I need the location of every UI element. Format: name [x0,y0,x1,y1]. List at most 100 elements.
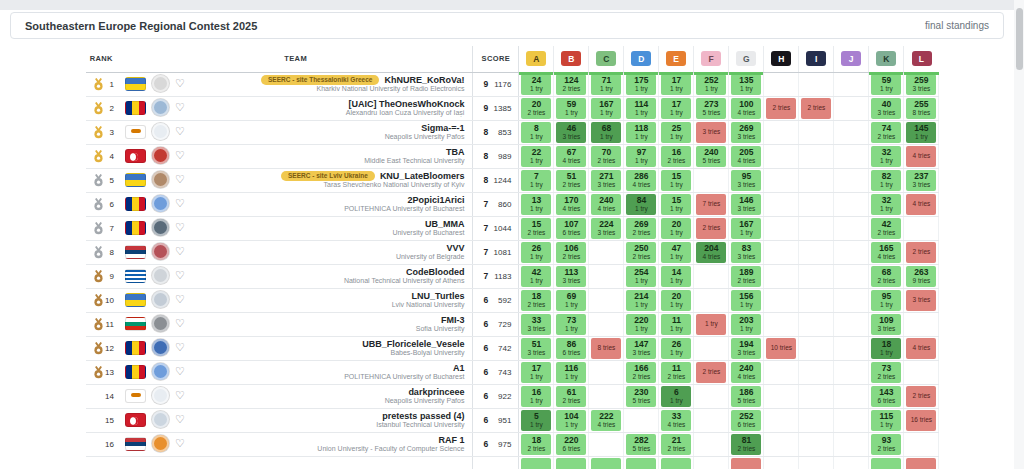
favorite-button[interactable]: ♡ [175,438,185,449]
score-cell: 6 592 [473,288,519,312]
problem-cell-F: 2 tries [694,216,729,240]
solve-time: 145 [914,124,928,133]
solve-time: 5 [534,412,539,421]
team-name[interactable]: TBA [446,147,465,157]
tries-count: 3 tries [738,181,756,188]
solve-time: 42 [532,268,541,277]
solve-time: 205 [739,148,753,157]
tries-count: 1 try [740,85,753,92]
column-team: TEAM [119,46,473,72]
tries-count: 1 try [600,109,613,116]
problem-cell-B: 1062 tries [554,240,589,264]
tries-count: 4 tries [668,421,686,428]
solve-time: 252 [739,412,753,421]
problem-cell-E: 151 try [659,192,694,216]
tries-count: 8 tries [598,344,616,351]
solve-time: 97 [637,148,646,157]
team-name[interactable]: RAF 1 [438,435,464,445]
favorite-button[interactable]: ♡ [175,342,185,353]
team-name[interactable]: darkprinceee [408,387,464,397]
favorite-button[interactable]: ♡ [175,246,185,257]
penalty: 975 [498,440,511,449]
team-name[interactable]: UB_MMA [425,219,465,229]
solve-time: 124 [564,76,578,85]
favorite-button[interactable]: ♡ [175,198,185,209]
scrollbar-thumb[interactable] [1016,8,1023,70]
tries-count: 1 try [530,157,543,164]
solve-time: 95 [742,172,751,181]
favorite-button[interactable]: ♡ [175,126,185,137]
favorite-button[interactable]: ♡ [175,102,185,113]
problem-cell-I [799,216,834,240]
tries-count: 6 tries [563,229,581,236]
problem-cell-D: 2305 tries [624,384,659,408]
scrollbar[interactable] [1014,0,1024,469]
problem-cell-A: 131 try [519,192,554,216]
team-name[interactable]: UBB_Floricelele_Vesele [362,339,464,349]
tries-count: 2 tries [773,104,791,111]
problem-cell-I [799,240,834,264]
tries-count: 4 tries [878,253,896,260]
tries-count: 1 try [880,181,893,188]
favorite-button[interactable]: ♡ [175,390,185,401]
solve-time: 167 [739,220,753,229]
tries-count: 2 tries [913,392,931,399]
problem-cell-F: 7 tries [694,192,729,216]
favorite-button[interactable]: ♡ [175,222,185,233]
problem-cell-C [589,360,624,384]
penalty: 1385 [494,104,512,113]
team-name[interactable]: CodeBlooded [406,267,465,277]
penalty: 1176 [494,80,511,89]
tries-count: 1 try [740,301,753,308]
problem-cell-A: 71 try [519,168,554,192]
penalty: 743 [498,368,511,377]
team-name[interactable]: pretests passed (4) [382,411,464,421]
tries-count: 1 try [880,157,893,164]
tries-count: 1 try [670,301,683,308]
tries-count: 4 tries [563,157,581,164]
solved-count: 8 [483,175,488,185]
team-university: Taras Shevchenko National University of … [191,181,465,189]
favorite-button[interactable]: ♡ [175,318,185,329]
favorite-button[interactable]: ♡ [175,414,185,425]
standings-row: 4 ♡ TBA Middle East Technical University… [86,144,939,168]
solve-time: 51 [532,340,541,349]
country-flag-ua [125,293,146,307]
team-name[interactable]: 2Popici1Arici [407,195,464,205]
favorite-button[interactable]: ♡ [175,366,185,377]
favorite-button[interactable]: ♡ [175,150,185,161]
tries-count: 2 tries [668,445,686,452]
team-name[interactable]: [UAIC] TheOnesWhoKnock [348,99,464,109]
solve-time: 17 [672,76,681,85]
team-name[interactable]: LNU_Turtles [412,291,465,301]
problem-cell-G: 2031 try [729,312,764,336]
tries-count: 1 try [530,181,543,188]
favorite-button[interactable]: ♡ [175,78,185,89]
favorite-button[interactable]: ♡ [175,270,185,281]
favorite-button[interactable]: ♡ [175,294,185,305]
rank-cell: 3 [86,120,119,144]
problem-cell-J [834,144,869,168]
tries-count: 1 try [635,301,648,308]
team-logo [152,243,169,260]
problem-cell-G: 2404 tries [729,360,764,384]
team-name[interactable]: A1 [453,363,465,373]
tries-count: 6 tries [738,421,756,428]
team-name[interactable]: Sigma-=-1 [421,123,464,133]
favorite-button[interactable]: ♡ [175,174,185,185]
team-name[interactable]: FMI-3 [441,315,465,325]
solve-time: 21 [672,436,681,445]
solve-time: 106 [564,244,578,253]
team-name[interactable]: KNU_LateBloomers [380,171,465,181]
problem-cell-A: 182 tries [519,288,554,312]
team-logo [152,219,169,236]
tries-count: 2 tries [563,85,581,92]
problem-cell-C [589,312,624,336]
team-name[interactable]: KhNURE_KoRoVa! [384,75,464,85]
solve-time: 271 [599,172,613,181]
penalty: 742 [498,344,511,353]
penalty: 1244 [494,176,512,185]
tries-count: 2 tries [528,229,546,236]
tries-count: 5 tries [703,157,721,164]
team-name[interactable]: VVV [446,243,464,253]
